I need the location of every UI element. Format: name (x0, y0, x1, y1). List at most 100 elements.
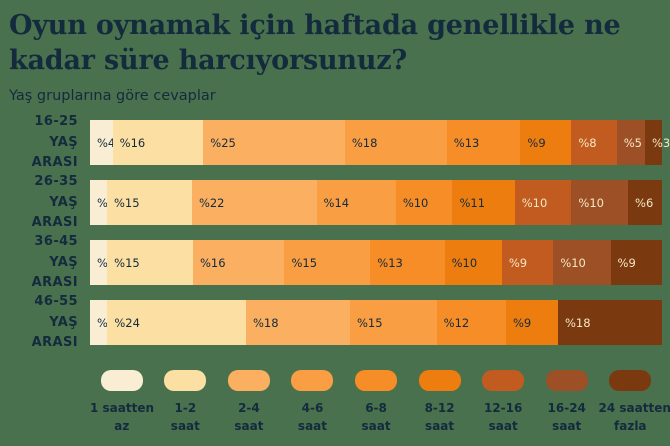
legend-label-line2: saat (425, 419, 455, 434)
bar-segment: %18 (558, 300, 662, 346)
segment-value-label: %9 (527, 135, 546, 150)
legend-label: 16-24 saat (535, 399, 599, 435)
bar-segment: %3 (90, 300, 115, 346)
segment-value-label: %10 (402, 195, 429, 210)
legend-item: 8-12 saat (408, 370, 472, 435)
bar-segment: %8 (571, 120, 617, 166)
legend-label: 12-16 saat (471, 399, 535, 435)
segment-value-label: %16 (199, 255, 226, 270)
bar-segment: %10 (571, 180, 629, 226)
segment-value-label: %10 (578, 195, 604, 210)
legend-label: 1-2 saat (154, 399, 218, 435)
segment-value-label: %15 (357, 315, 383, 330)
bar-segment: %3 (90, 180, 115, 226)
segment-value-label: %10 (521, 195, 548, 210)
age-range-text: 26-35 (34, 174, 78, 190)
age-group-label: 26-35 YAŞ ARASI (0, 172, 78, 232)
segment-value-label: %10 (451, 255, 478, 270)
bar-segment: %10 (553, 240, 611, 286)
legend-item: 1 saatten az (90, 370, 154, 435)
segment-value-label: %15 (114, 255, 140, 270)
stacked-bar: %3 %24 %18 %15 %12 %9 %18 (90, 300, 662, 346)
segment-value-label: %15 (291, 255, 318, 270)
stacked-bar: %3%15 %22 %14 %10 %11 %10 %10 %6 (90, 180, 663, 226)
segment-value-label: %15 (113, 195, 140, 210)
legend-label-line2: saat (297, 419, 327, 434)
segment-value-label: %4 (97, 135, 116, 150)
bar-segment: %9 (506, 300, 558, 346)
bar-segment: %13 (446, 120, 521, 166)
legend-swatch (355, 370, 398, 392)
age-range-suffix-text: YAŞ ARASI (31, 134, 78, 170)
bar-segment: %18 (344, 120, 447, 166)
segment-value-label: %10 (560, 255, 586, 270)
legend-swatch (545, 370, 588, 392)
segment-value-label: %22 (198, 195, 225, 210)
legend-label-line1: 8-12 (424, 401, 455, 416)
bar-segment: %16 (192, 240, 285, 286)
segment-value-label: %8 (578, 135, 597, 150)
segment-value-label: %9 (508, 255, 528, 270)
bar-segment: %10 (444, 240, 502, 286)
bar-segment: %15 (350, 300, 437, 346)
legend-item: 16-24 saat (535, 370, 599, 435)
age-group-label: 16-25 YAŞ ARASI (0, 112, 78, 172)
legend-label: 2-4 saat (217, 399, 281, 435)
legend-label-line2: saat (361, 419, 391, 434)
age-group-label: 46-55 YAŞ ARASI (0, 292, 78, 352)
bar-segment: %9 (501, 240, 554, 286)
segment-value-label: %18 (565, 315, 591, 330)
bar-segment: %13 (370, 240, 445, 286)
legend-label: 24 saatten fazla (598, 399, 670, 435)
segment-value-label: %12 (443, 315, 470, 330)
legend-item: 12-16 saat (471, 370, 535, 435)
legend-swatch (164, 370, 207, 392)
legend-swatch (100, 370, 143, 392)
legend-label-line2: az (114, 419, 130, 434)
chart-legend: 1 saatten az 1-2 saat 2-4 saat 4-6 saat 6-8 saat 8… (90, 370, 670, 435)
legend-swatch (482, 370, 525, 392)
legend-label-line2: saat (552, 419, 582, 434)
legend-swatch (418, 370, 461, 392)
stacked-bar-chart: 16-25 YAŞ ARASI %4 %16 %25 %18 %13 %9 %8 %5 %3 26-3… (0, 114, 670, 349)
bar-segment: %15 (107, 240, 193, 286)
age-range-text: 16-25 (34, 114, 78, 130)
segment-value-label: %14 (323, 195, 350, 210)
bar-segment: %22 (191, 180, 317, 226)
segment-value-label: %9 (513, 315, 532, 330)
segment-value-label: %24 (114, 315, 140, 330)
bar-segment: %5 (616, 120, 645, 166)
legend-label: 1 saatten az (90, 399, 154, 435)
legend-label-line2: saat (234, 419, 264, 434)
legend-swatch (291, 370, 334, 392)
bar-segment: %14 (316, 180, 396, 226)
bar-segment: %9 (520, 120, 572, 166)
page-title: Oyun oynamak için haftada genellikle ne … (9, 10, 621, 77)
age-range-text: 46-55 (34, 294, 78, 310)
bar-segment: %3 (645, 120, 670, 166)
age-range-suffix-text: YAŞ ARASI (31, 314, 78, 350)
bar-segment: %12 (436, 300, 506, 346)
age-row: 36-45 YAŞ ARASI %3 %15 %16 %15 %13 %10 %9 %10 %9 (0, 234, 670, 290)
bar-segment: %10 (514, 180, 572, 226)
legend-label-line1: 1 saatten (90, 401, 155, 416)
legend-item: 1-2 saat (154, 370, 218, 435)
segment-value-label: %6 (635, 195, 654, 210)
bar-segment: %6 (628, 180, 663, 226)
bar-segment: %9 (610, 240, 662, 286)
stacked-bar: %3 %15 %16 %15 %13 %10 %9 %10 %9 (90, 240, 662, 286)
legend-label-line2: fazla (614, 419, 647, 434)
age-row: 16-25 YAŞ ARASI %4 %16 %25 %18 %13 %9 %8 %5 %3 (0, 114, 670, 169)
legend-label: 4-6 saat (281, 399, 345, 435)
bar-segment: %15 (106, 180, 192, 226)
bar-segment: %10 (395, 180, 453, 226)
segment-value-label: %16 (119, 135, 146, 150)
segment-value-label: %13 (453, 135, 480, 150)
segment-value-label: %13 (377, 255, 403, 270)
age-range-suffix-text: YAŞ ARASI (31, 254, 78, 290)
legend-label-line1: 6-8 (365, 401, 387, 416)
chart-subtitle: Yaş gruplarına göre cevaplar (9, 88, 216, 105)
legend-label-line2: saat (170, 419, 200, 434)
legend-label-line1: 24 saatten (598, 401, 670, 416)
